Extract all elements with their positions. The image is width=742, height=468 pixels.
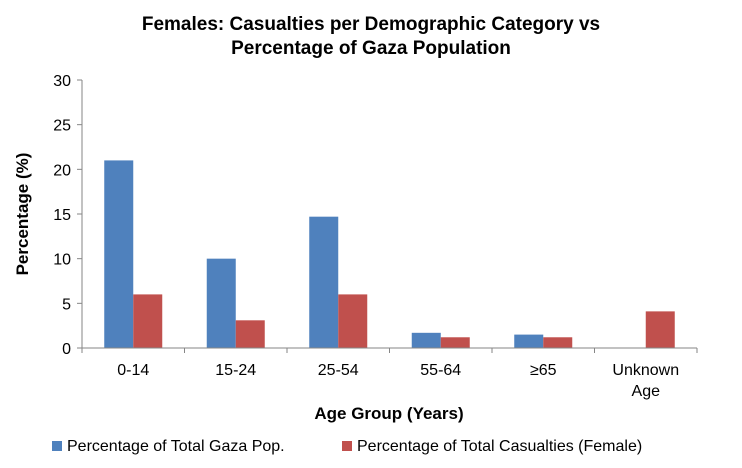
x-axis-title-group: Age Group (Years) bbox=[314, 404, 463, 423]
bar-casualties-1 bbox=[235, 320, 265, 348]
chart-title-line: Females: Casualties per Demographic Cate… bbox=[142, 14, 600, 35]
bar-casualties-3 bbox=[440, 337, 470, 348]
legend-swatch bbox=[342, 441, 352, 451]
bar-population-4 bbox=[514, 334, 544, 348]
y-tick-label: 0 bbox=[62, 341, 71, 358]
bar-population-3 bbox=[411, 332, 441, 348]
x-tick-label: 25-54 bbox=[318, 362, 359, 379]
legend-item-casualties: Percentage of Total Casualties (Female) bbox=[342, 438, 642, 455]
x-tick-label: 15-24 bbox=[215, 362, 256, 379]
y-tick-label: 5 bbox=[62, 296, 71, 313]
legend-swatch bbox=[52, 441, 62, 451]
x-tick-label: Age bbox=[632, 383, 661, 400]
bar-casualties-4 bbox=[543, 337, 573, 348]
x-tick-label: 0-14 bbox=[117, 362, 149, 379]
x-axis-title: Age Group (Years) bbox=[314, 404, 463, 423]
bar-casualties-5 bbox=[645, 311, 675, 348]
bar-population-1 bbox=[206, 258, 236, 348]
bars bbox=[104, 160, 675, 348]
y-tick-label: 20 bbox=[53, 162, 71, 179]
legend-item-population: Percentage of Total Gaza Pop. bbox=[52, 438, 285, 455]
chart-title: Females: Casualties per Demographic Cate… bbox=[142, 14, 600, 59]
x-tick-label: 55-64 bbox=[420, 362, 461, 379]
bar-population-2 bbox=[309, 216, 339, 348]
bar-casualties-0 bbox=[133, 294, 163, 348]
y-axis-ticks: 0 5 10 15 20 25 30 bbox=[53, 73, 82, 358]
y-axis-title-group: Percentage (%) bbox=[13, 153, 32, 276]
legend-label: Percentage of Total Gaza Pop. bbox=[67, 438, 285, 455]
y-tick-label: 15 bbox=[53, 207, 71, 224]
bar-casualties-2 bbox=[338, 294, 368, 348]
bar-population-0 bbox=[104, 160, 134, 348]
y-tick-label: 30 bbox=[53, 73, 71, 90]
legend-label: Percentage of Total Casualties (Female) bbox=[357, 438, 642, 455]
chart-title-line: Percentage of Gaza Population bbox=[231, 38, 511, 59]
axes bbox=[81, 80, 698, 353]
y-axis-title: Percentage (%) bbox=[13, 153, 32, 276]
x-axis-tick-labels: 0-14 15-24 25-54 55-64 ≥65 Unknown Age bbox=[117, 362, 679, 400]
y-tick-label: 10 bbox=[53, 252, 71, 269]
x-tick-label: Unknown bbox=[612, 362, 679, 379]
legend: Percentage of Total Gaza Pop. Percentage … bbox=[52, 438, 642, 455]
x-tick-label: ≥65 bbox=[530, 362, 557, 379]
y-tick-label: 25 bbox=[53, 118, 71, 135]
